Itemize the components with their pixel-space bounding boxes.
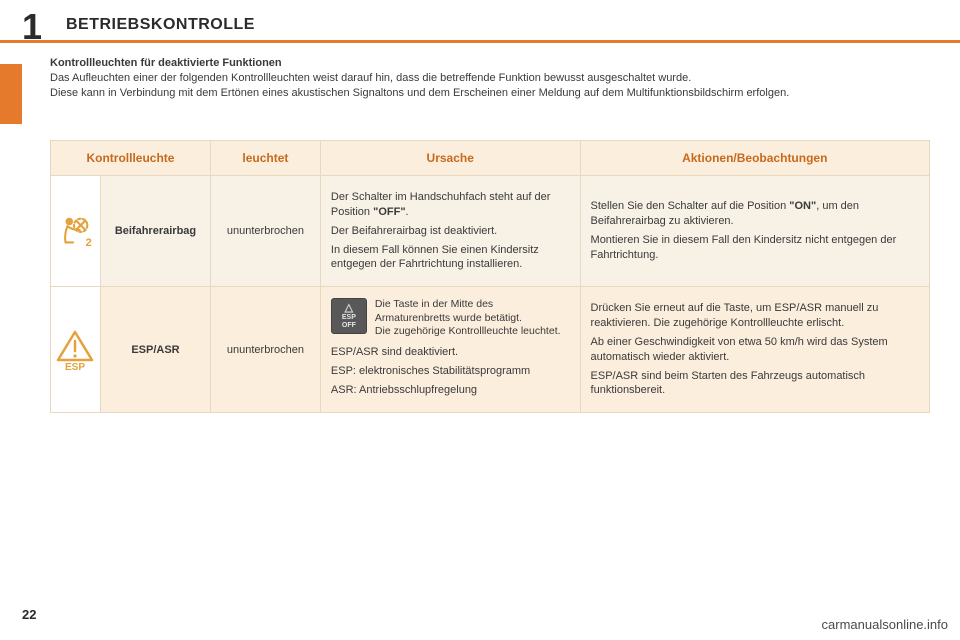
action-text: Montieren Sie in diesem Fall den Kinders… [591,233,919,263]
name-cell: Beifahrerairbag [100,176,210,287]
cause-cell: Der Schalter im Handschuhfach steht auf … [320,176,580,287]
page-number: 22 [22,607,36,622]
intro-text-1: Das Aufleuchten einer der folgenden Kont… [50,72,691,84]
state-cell: ununterbrochen [210,287,320,413]
cause-cell: △ ESP OFF Die Taste in der Mitte des Arm… [320,287,580,413]
col-header-name: Kontrollleuchte [51,141,211,176]
col-header-state: leuchtet [210,141,320,176]
state-cell: ununterbrochen [210,176,320,287]
cause-text: Der Beifahrerairbag ist deaktiviert. [331,224,570,239]
col-header-cause: Ursache [320,141,580,176]
esp-off-button-graphic: △ ESP OFF [331,298,367,334]
button-label: ESP [342,314,356,322]
action-bold: "ON" [789,200,816,212]
action-text: ESP/ASR sind beim Starten des Fahrzeugs … [591,369,919,399]
icon-cell: 2 [51,176,101,287]
page-heading: BETRIEBSKONTROLLE [66,16,255,34]
icon-cell: ESP [51,287,101,413]
triangle-icon: △ [345,302,353,314]
table-row: 2 Beifahrerairbag ununterbrochen Der Sch… [51,176,930,287]
watermark: carmanualsonline.info [822,617,948,632]
intro-block: Kontrollleuchten für deaktivierte Funkti… [50,56,930,101]
name-cell: ESP/ASR [100,287,210,413]
cause-text: ASR: Antriebsschlupfregelung [331,383,570,398]
action-cell: Drücken Sie erneut auf die Taste, um ESP… [580,287,929,413]
button-label: OFF [342,322,356,330]
svg-text:ESP: ESP [65,362,85,371]
section-marker [0,64,22,124]
cause-text: Die Taste in der Mitte des Armaturenbret… [375,298,570,339]
cause-text: . [406,206,409,218]
cause-text: In diesem Fall können Sie einen Kindersi… [331,243,570,273]
svg-text:2: 2 [86,237,92,249]
passenger-airbag-off-icon: 2 [56,212,94,250]
esp-warning-icon: ESP [55,329,95,371]
table-header-row: Kontrollleuchte leuchtet Ursache Aktione… [51,141,930,176]
header-divider [0,40,960,43]
action-cell: Stellen Sie den Schalter auf die Positio… [580,176,929,287]
intro-text-2: Diese kann in Verbindung mit dem Ertönen… [50,87,789,99]
action-text: Ab einer Geschwindigkeit von etwa 50 km/… [591,335,919,365]
cause-text: ESP: elektronisches Stabilitätsprogramm [331,364,570,379]
manual-page: 1 BETRIEBSKONTROLLE Kontrollleuchten für… [0,0,960,640]
action-text: Drücken Sie erneut auf die Taste, um ESP… [591,301,919,331]
warning-lights-table: Kontrollleuchte leuchtet Ursache Aktione… [50,140,930,413]
col-header-action: Aktionen/Beobachtungen [580,141,929,176]
intro-title: Kontrollleuchten für deaktivierte Funkti… [50,57,282,69]
cause-bold: "OFF" [373,206,405,218]
table-row: ESP ESP/ASR ununterbrochen △ ESP OFF Die… [51,287,930,413]
cause-text: Der Schalter im Handschuhfach steht auf … [331,191,551,218]
action-text: Stellen Sie den Schalter auf die Positio… [591,200,790,212]
cause-text: ESP/ASR sind deaktiviert. [331,345,570,360]
